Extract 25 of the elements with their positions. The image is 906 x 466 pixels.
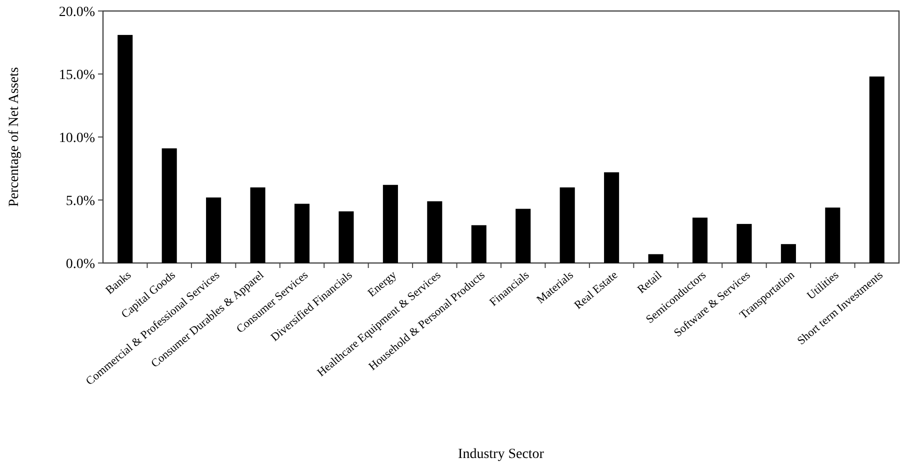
y-tick-label: 10.0% [58, 130, 96, 146]
bar [294, 204, 310, 263]
bar [516, 208, 531, 263]
bar [382, 184, 398, 263]
bar [427, 201, 442, 263]
x-axis-title: Industry Sector [458, 447, 544, 462]
bar [692, 218, 708, 263]
bar [471, 225, 486, 263]
bar [825, 208, 840, 263]
y-tick-label: 5.0% [66, 194, 96, 209]
bar [250, 187, 266, 263]
bar [206, 197, 222, 263]
bar [869, 76, 884, 263]
bar [118, 34, 133, 263]
y-tick-label: 20.0% [58, 4, 96, 20]
bar [162, 148, 177, 263]
y-tick-label: 15.0% [58, 68, 96, 83]
bar [604, 172, 620, 263]
y-tick-label: 0.0% [66, 256, 96, 272]
bar [648, 254, 664, 263]
y-axis-title: Percentage of Net Assets [7, 67, 22, 207]
bar [560, 187, 575, 263]
bar [780, 244, 796, 263]
bar [736, 224, 752, 263]
bar [338, 211, 354, 263]
